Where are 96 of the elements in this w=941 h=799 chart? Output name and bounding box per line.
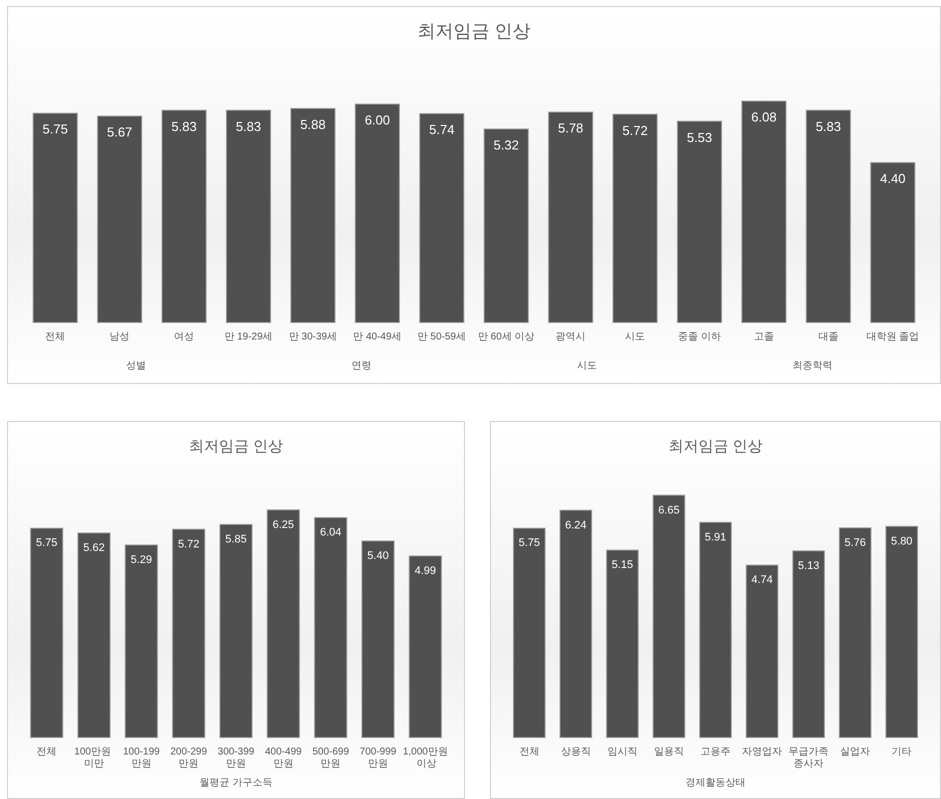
bar — [162, 110, 207, 323]
x-tick-label: 여성 — [174, 332, 194, 342]
x-tick-label: 상용직 — [560, 746, 591, 758]
x-tick-label: 광역시 — [556, 332, 586, 342]
x-tick-label: 만 19-29세 — [224, 332, 273, 342]
data-label: 6.04 — [320, 526, 342, 539]
bar — [32, 112, 78, 323]
x-tick-label: 전체 — [519, 746, 540, 758]
text: 시도 — [576, 360, 597, 372]
x-tick-label: 100-199만원 — [122, 746, 160, 770]
bar — [652, 494, 686, 738]
x-tick-label: 500-699만원 — [312, 746, 350, 770]
data-label: 5.53 — [686, 130, 712, 145]
x-tick-label: 1,000만원 이상 — [402, 746, 448, 770]
data-label: 5.74 — [429, 122, 454, 138]
data-label: 5.32 — [494, 137, 519, 152]
x-tick-label: 대졸 — [818, 332, 838, 342]
x-axis-title: 경제활동상태 — [686, 778, 746, 788]
chart-title: 최저임금 인상 — [417, 21, 531, 41]
x-tick-label: 자영업자 — [742, 746, 782, 758]
data-label: 4.99 — [414, 565, 436, 578]
text: 성별 — [126, 360, 146, 372]
bar — [512, 528, 546, 738]
text: 연령 — [351, 360, 372, 372]
data-label: 5.78 — [558, 120, 584, 136]
x-tick-label: 고졸 — [754, 332, 774, 342]
bar — [838, 527, 872, 738]
x-tick-label: 만 40-49세 — [353, 332, 402, 342]
x-tick-label: 고용주 — [700, 746, 730, 758]
bar — [419, 113, 464, 323]
bar — [806, 110, 851, 323]
bar — [746, 564, 778, 738]
text: 최종학력 — [792, 360, 832, 372]
data-label: 5.85 — [225, 534, 247, 546]
data-label: 5.72 — [622, 122, 648, 138]
x-tick-label: 무급가족종사자 — [788, 746, 829, 770]
x-tick-label: 중졸 이하 — [678, 332, 721, 342]
x-tick-label: 300-399만원 — [218, 746, 255, 770]
x-tick-label: 전체 — [36, 746, 57, 758]
x-tick-label: 일용직 — [654, 746, 684, 758]
bar — [354, 104, 400, 323]
data-label: 5.83 — [236, 118, 262, 134]
data-label: 6.08 — [751, 110, 777, 125]
data-label: 5.75 — [518, 537, 540, 550]
bar — [97, 116, 142, 323]
data-label: 5.72 — [178, 538, 200, 550]
x-tick-label: 임시직 — [607, 746, 638, 758]
data-label: 5.29 — [130, 554, 152, 566]
bar — [870, 162, 916, 323]
bar — [885, 526, 918, 738]
data-label: 5.75 — [42, 122, 68, 137]
x-axis-title: 월평균 가구소득 — [200, 778, 272, 788]
x-tick-label: 만 50-59세 — [418, 332, 466, 342]
x-tick-label: 100만원 미만 — [74, 746, 114, 770]
bar — [741, 100, 786, 323]
x-tick-label: 대학원 졸업 — [866, 332, 920, 342]
bar — [560, 510, 592, 738]
data-label: 5.80 — [891, 535, 912, 548]
data-label: 4.74 — [751, 574, 773, 586]
data-label: 4.40 — [880, 171, 906, 186]
bar — [699, 522, 732, 738]
bar — [606, 550, 639, 738]
data-label: 6.24 — [565, 519, 587, 532]
data-label: 5.40 — [367, 550, 389, 562]
x-tick-label: 기타 — [892, 746, 912, 758]
chart-title: 최저임금 인상 — [668, 438, 763, 455]
bar — [484, 128, 529, 323]
data-label: 6.65 — [658, 504, 680, 516]
data-label: 5.62 — [83, 542, 105, 554]
x-tick-label: 만 60세 이상 — [478, 332, 535, 342]
chart-title: 최저임금 인상 — [188, 438, 284, 455]
data-label: 6.00 — [364, 112, 390, 128]
x-tick-label: 700-999만원 — [360, 746, 397, 770]
x-tick-label: 실업자 — [840, 746, 870, 758]
data-label: 5.83 — [171, 118, 197, 134]
data-label: 5.76 — [844, 536, 866, 549]
x-tick-label: 전체 — [45, 332, 66, 342]
data-label: 5.13 — [798, 560, 820, 572]
data-label: 5.88 — [300, 116, 326, 132]
data-label: 5.75 — [36, 537, 58, 550]
data-label: 6.25 — [272, 518, 294, 531]
data-label: 5.91 — [704, 531, 726, 544]
bar — [792, 550, 825, 738]
x-tick-label: 만 30-39세 — [288, 332, 338, 342]
bar — [226, 110, 272, 323]
x-tick-label: 400-499만원 — [264, 746, 302, 770]
bar — [676, 120, 722, 323]
data-label: 5.15 — [612, 559, 634, 572]
x-tick-label: 200-299만원 — [170, 746, 208, 770]
data-label: 5.83 — [816, 118, 842, 134]
x-tick-label: 시도 — [625, 332, 646, 342]
bar — [290, 108, 336, 323]
bar — [612, 114, 658, 323]
data-label: 5.67 — [106, 124, 132, 140]
bar — [548, 112, 594, 323]
x-tick-label: 남성 — [110, 332, 130, 342]
